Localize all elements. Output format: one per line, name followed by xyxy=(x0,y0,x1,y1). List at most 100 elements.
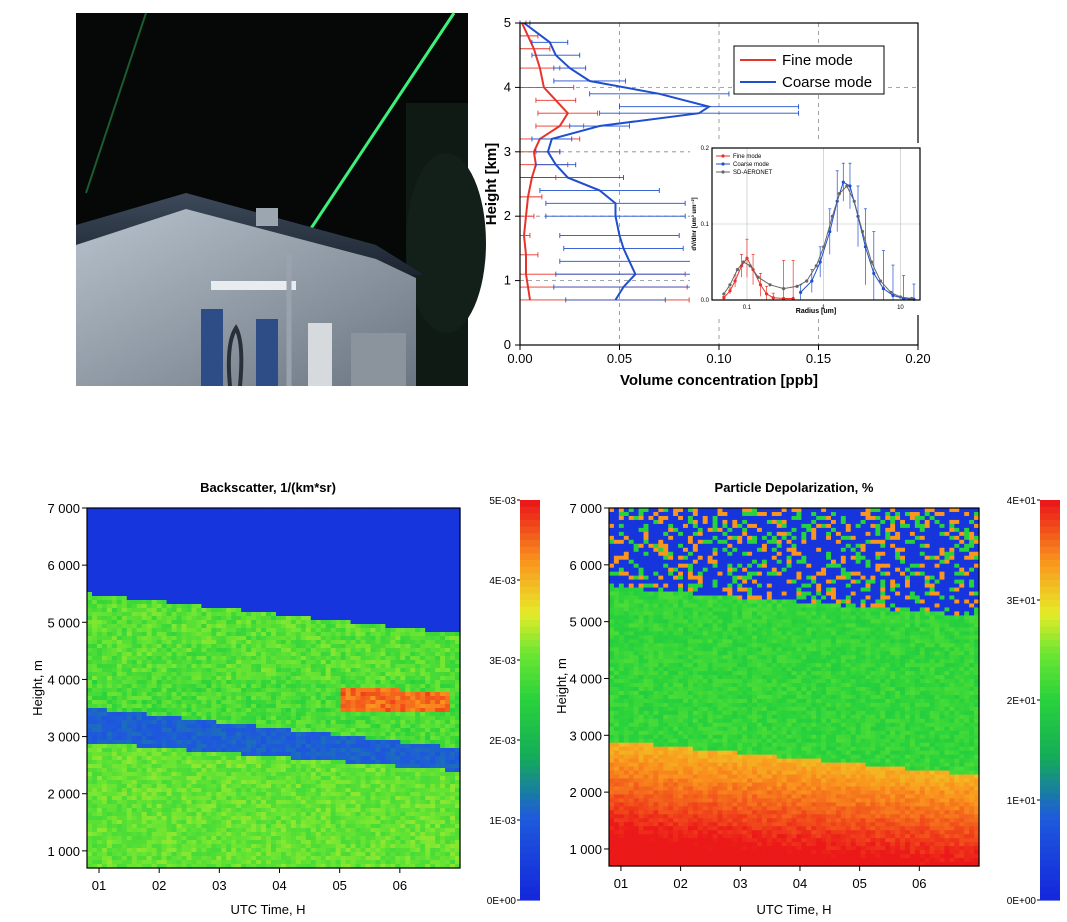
backscatter-heatmap-cell xyxy=(310,852,317,857)
backscatter-heatmap-cell xyxy=(161,640,168,645)
backscatter-heatmap-cell xyxy=(186,588,193,593)
backscatter-heatmap-cell xyxy=(231,632,237,637)
backscatter-heatmap-cell xyxy=(340,616,347,621)
backscatter-heatmap-cell xyxy=(290,608,297,613)
backscatter-heatmap-cell xyxy=(216,816,222,821)
backscatter-heatmap-cell xyxy=(141,548,148,553)
backscatter-heatmap-cell xyxy=(335,768,342,773)
backscatter-heatmap-cell xyxy=(146,640,153,645)
backscatter-heatmap-cell xyxy=(156,588,163,593)
backscatter-heatmap-cell xyxy=(266,712,272,717)
backscatter-heatmap-cell xyxy=(201,512,207,517)
backscatter-heatmap-cell xyxy=(241,792,247,797)
inset-point xyxy=(910,296,914,301)
backscatter-heatmap-cell xyxy=(166,532,173,537)
backscatter-heatmap-cell xyxy=(211,852,217,857)
backscatter-heatmap-cell xyxy=(295,700,302,705)
backscatter-heatmap-cell xyxy=(325,656,332,661)
inset-legend-label: Coarse mode xyxy=(733,162,770,168)
backscatter-heatmap-cell xyxy=(191,696,198,701)
backscatter-heatmap-cell xyxy=(116,864,123,869)
backscatter-heatmap-cell xyxy=(251,736,257,741)
backscatter-heatmap-cell xyxy=(181,560,188,565)
backscatter-heatmap-cell xyxy=(176,624,183,629)
backscatter-heatmap-cell xyxy=(191,604,198,609)
backscatter-heatmap-cell xyxy=(191,724,198,729)
backscatter-heatmap-cell xyxy=(251,780,257,785)
backscatter-heatmap-cell xyxy=(320,644,327,649)
backscatter-heatmap-cell xyxy=(146,692,153,697)
backscatter-heatmap-cell xyxy=(266,596,272,601)
backscatter-heatmap-cell xyxy=(106,696,113,701)
backscatter-heatmap-cell xyxy=(156,688,163,693)
backscatter-heatmap-cell xyxy=(310,864,317,869)
backscatter-heatmap-cell xyxy=(340,856,347,861)
backscatter-heatmap-cell xyxy=(280,780,287,785)
backscatter-heatmap-cell xyxy=(285,548,292,553)
backscatter-heatmap-cell xyxy=(87,764,93,769)
backscatter-heatmap-cell xyxy=(226,752,232,757)
backscatter-heatmap-cell xyxy=(196,524,202,529)
backscatter-heatmap-cell xyxy=(241,832,247,837)
backscatter-heatmap-cell xyxy=(136,632,143,637)
backscatter-heatmap-cell xyxy=(315,568,322,573)
backscatter-heatmap-cell xyxy=(191,560,198,565)
backscatter-heatmap-cell xyxy=(146,564,153,569)
backscatter-heatmap-cell xyxy=(121,696,128,701)
backscatter-heatmap-cell xyxy=(161,720,168,725)
backscatter-heatmap-cell xyxy=(340,524,347,529)
backscatter-heatmap-cell xyxy=(106,608,113,613)
backscatter-heatmap-cell xyxy=(196,780,202,785)
backscatter-heatmap-cell xyxy=(101,668,108,673)
backscatter-heatmap-cell xyxy=(166,724,173,729)
backscatter-heatmap-cell xyxy=(241,740,247,745)
backscatter-heatmap-cell xyxy=(261,740,267,745)
backscatter-heatmap-cell xyxy=(315,552,322,557)
backscatter-heatmap-cell xyxy=(320,632,327,637)
backscatter-heatmap-cell xyxy=(251,828,257,833)
backscatter-heatmap-cell xyxy=(156,776,163,781)
backscatter-heatmap-cell xyxy=(300,632,307,637)
backscatter-heatmap-cell xyxy=(226,632,232,637)
backscatter-heatmap-cell xyxy=(221,712,227,717)
backscatter-heatmap-cell xyxy=(251,772,257,777)
backscatter-heatmap-cell xyxy=(161,616,168,621)
backscatter-heatmap-cell xyxy=(231,764,237,769)
backscatter-heatmap-cell xyxy=(206,548,212,553)
backscatter-heatmap-cell xyxy=(186,780,193,785)
backscatter-heatmap-cell xyxy=(186,544,193,549)
inset-point xyxy=(860,230,865,234)
backscatter-heatmap-cell xyxy=(181,684,188,689)
backscatter-heatmap-cell xyxy=(211,628,217,633)
backscatter-heatmap-cell xyxy=(201,836,207,841)
backscatter-heatmap-cell xyxy=(310,600,317,605)
backscatter-heatmap-cell xyxy=(251,728,257,733)
backscatter-heatmap-cell xyxy=(181,620,188,625)
backscatter-heatmap-cell xyxy=(345,596,352,601)
backscatter-heatmap-cell xyxy=(101,680,108,685)
backscatter-heatmap-cell xyxy=(206,668,212,673)
backscatter-heatmap-cell xyxy=(285,820,292,825)
backscatter-heatmap-cell xyxy=(266,780,272,785)
backscatter-heatmap-cell xyxy=(340,540,347,545)
backscatter-heatmap-cell xyxy=(196,644,202,649)
backscatter-heatmap-cell xyxy=(111,764,118,769)
backscatter-heatmap-cell xyxy=(136,724,143,729)
backscatter-heatmap-cell xyxy=(126,788,133,793)
backscatter-heatmap-cell xyxy=(340,580,347,585)
backscatter-heatmap-cell xyxy=(211,528,217,533)
backscatter-heatmap-cell xyxy=(146,604,153,609)
backscatter-heatmap-cell xyxy=(325,568,332,573)
backscatter-heatmap-cell xyxy=(271,708,277,713)
backscatter-heatmap-cell xyxy=(206,816,212,821)
backscatter-heatmap-cell xyxy=(186,800,193,805)
backscatter-heatmap-cell xyxy=(280,748,287,753)
backscatter-heatmap-cell xyxy=(196,800,202,805)
inset-point xyxy=(748,264,752,268)
backscatter-heatmap-cell xyxy=(216,584,222,589)
backscatter-heatmap-cell xyxy=(310,848,317,853)
backscatter-heatmap-cell xyxy=(231,544,237,549)
backscatter-heatmap-cell xyxy=(290,564,297,569)
backscatter-heatmap-cell xyxy=(171,596,178,601)
backscatter-heatmap-cell xyxy=(201,700,207,705)
